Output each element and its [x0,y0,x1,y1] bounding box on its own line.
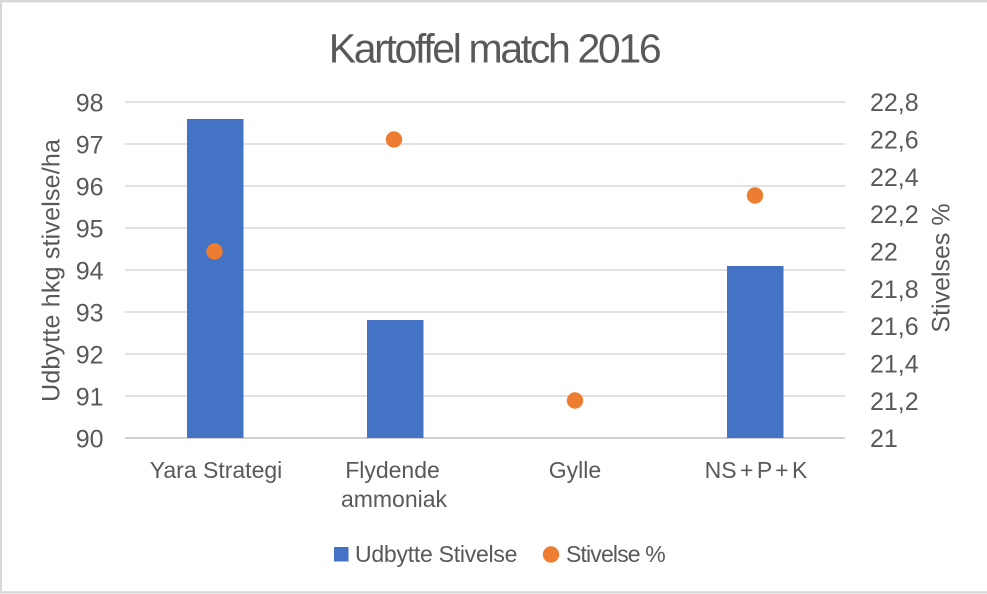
svg-text:Kartoffel match 2016: Kartoffel match 2016 [329,26,660,72]
svg-text:21: 21 [870,425,898,453]
svg-text:22: 22 [870,239,898,267]
svg-text:21,4: 21,4 [870,351,919,379]
svg-text:21,8: 21,8 [870,276,919,304]
svg-text:Udbytte hkg stivelse/ha: Udbytte hkg stivelse/ha [38,139,66,402]
svg-text:22,6: 22,6 [870,127,919,155]
svg-text:ammoniak: ammoniak [341,486,448,512]
svg-text:Yara Strategi: Yara Strategi [150,457,283,483]
svg-text:Flydende: Flydende [345,457,440,483]
svg-text:97: 97 [76,132,104,160]
svg-text:90: 90 [76,426,104,454]
svg-text:96: 96 [76,174,104,202]
svg-text:Stivelse %: Stivelse % [566,541,665,567]
svg-text:98: 98 [76,90,104,118]
svg-text:22,8: 22,8 [870,89,919,117]
svg-text:22,2: 22,2 [870,201,919,229]
svg-text:NS + P + K: NS + P + K [705,457,808,483]
svg-text:Udbytte Stivelse: Udbytte Stivelse [355,541,517,567]
svg-text:Gylle: Gylle [549,457,601,483]
svg-text:21,6: 21,6 [870,313,919,341]
svg-text:Stivelses %: Stivelses % [928,203,956,332]
svg-text:95: 95 [76,216,104,244]
svg-text:91: 91 [76,384,104,412]
svg-text:94: 94 [76,258,104,286]
svg-text:92: 92 [76,342,104,370]
svg-text:21,2: 21,2 [870,388,919,416]
svg-text:93: 93 [76,300,104,328]
svg-text:22,4: 22,4 [870,164,919,192]
